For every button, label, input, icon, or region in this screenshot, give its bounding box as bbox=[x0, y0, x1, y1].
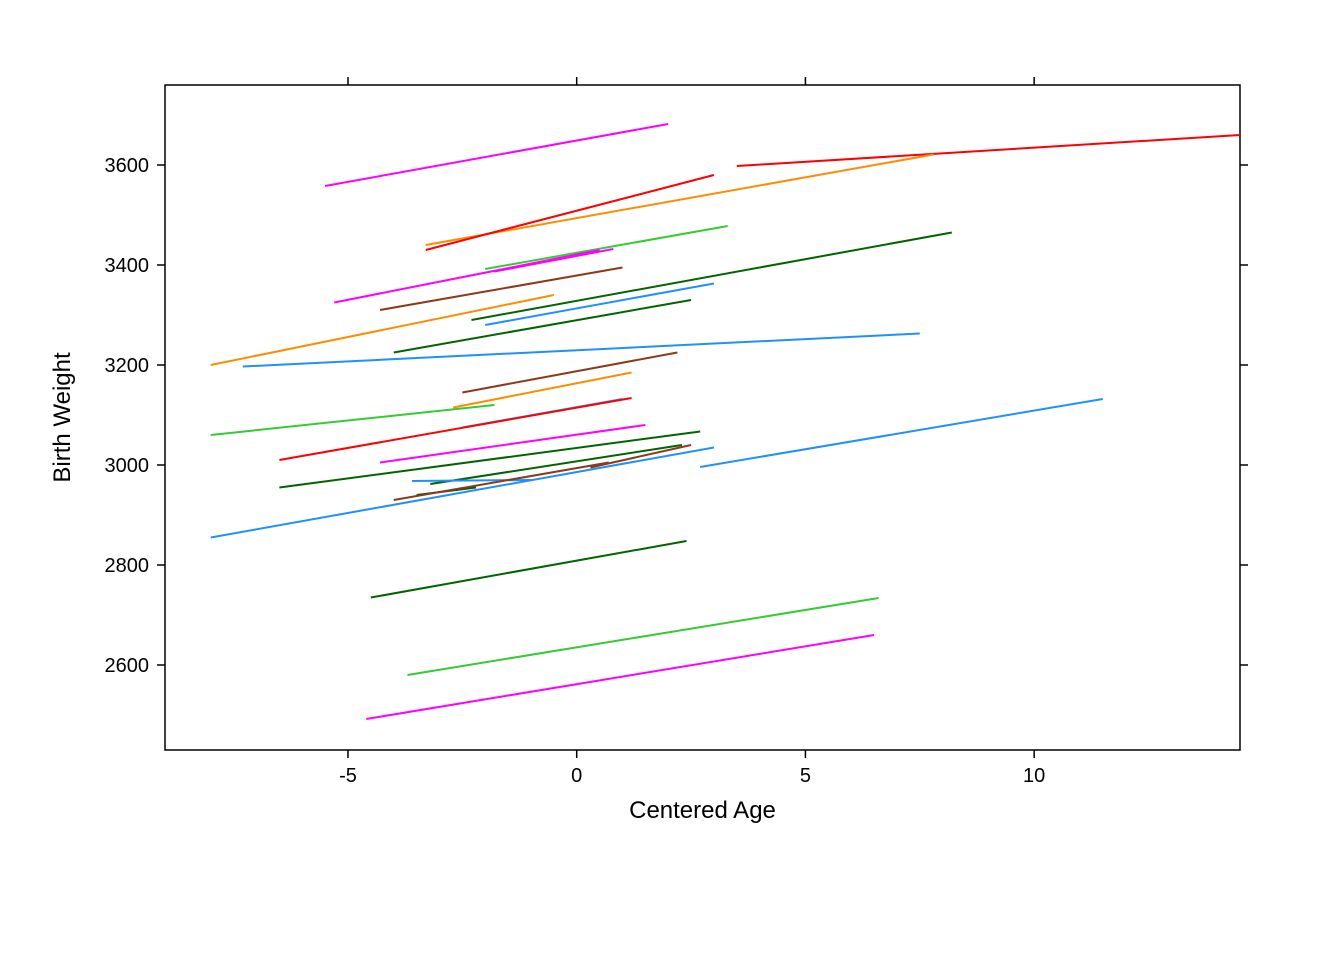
y-axis-label: Birth Weight bbox=[49, 352, 76, 483]
x-tick-label: -5 bbox=[339, 765, 357, 787]
line-chart: -5 0 5 10 2600 2800 3000 3200 3400 3600 Centered A… bbox=[0, 0, 1344, 960]
x-tick-label: 10 bbox=[1023, 765, 1045, 787]
y-tick-label: 3400 bbox=[105, 255, 150, 277]
y-tick-label: 2600 bbox=[105, 655, 150, 677]
chart-container: -5 0 5 10 2600 2800 3000 3200 3400 3600 Centered A… bbox=[0, 0, 1344, 960]
x-tick-label: 5 bbox=[800, 765, 811, 787]
y-tick-label: 3600 bbox=[105, 155, 150, 177]
y-tick-label: 3000 bbox=[105, 455, 150, 477]
y-tick-label: 3200 bbox=[105, 355, 150, 377]
y-tick-label: 2800 bbox=[105, 555, 150, 577]
x-tick-label: 0 bbox=[571, 765, 582, 787]
x-axis-label: Centered Age bbox=[629, 797, 776, 824]
